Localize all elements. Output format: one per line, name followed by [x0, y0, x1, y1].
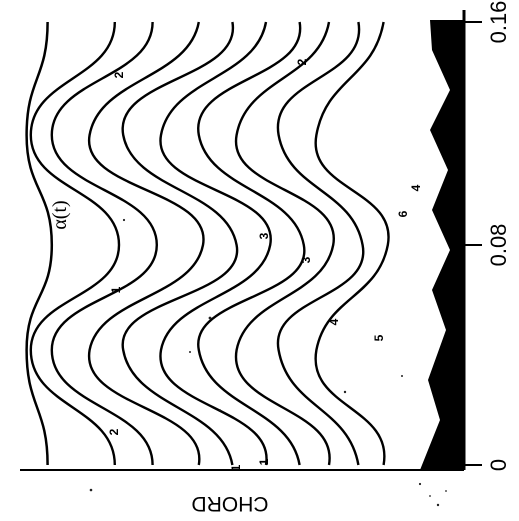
labels-group: 0 0.08 0.16 CHORD α(t) 1 2 3 1 2 3 4 5 6 4 1 2: [49, 1, 511, 515]
x-tick-label: 0: [486, 459, 511, 471]
y-axis-label: CHORD: [192, 492, 269, 515]
contour-line: [234, 21, 335, 466]
contour-line: [159, 21, 272, 466]
contour-label: 6: [396, 210, 410, 217]
contour-line: [276, 21, 365, 466]
dense-contour-region: [420, 20, 464, 470]
contour-label: 1: [229, 464, 243, 471]
contour-label: 3: [257, 232, 271, 239]
curves-group: [25, 20, 464, 470]
x-tick-label: 0.16: [486, 1, 511, 44]
contour-label: 5: [372, 334, 386, 341]
contour-label: 3: [299, 256, 313, 263]
curve-label-alpha: α(t): [49, 200, 71, 229]
contour-line: [197, 21, 306, 466]
contour-line: [29, 21, 121, 466]
contour-label: 1: [257, 458, 271, 465]
contour-label: 2: [295, 58, 309, 65]
contour-label: 2: [112, 71, 126, 78]
contour-label: 4: [327, 318, 341, 325]
contour-line: [121, 21, 239, 466]
contour-line: [50, 21, 158, 466]
contour-label: 2: [107, 428, 121, 435]
contour-label: 4: [409, 184, 423, 191]
contour-line: [88, 21, 205, 466]
x-tick-label: 0.08: [486, 224, 511, 267]
alpha-curve: [25, 21, 54, 466]
contour-line: [314, 21, 390, 466]
contour-label: 1: [109, 286, 123, 293]
